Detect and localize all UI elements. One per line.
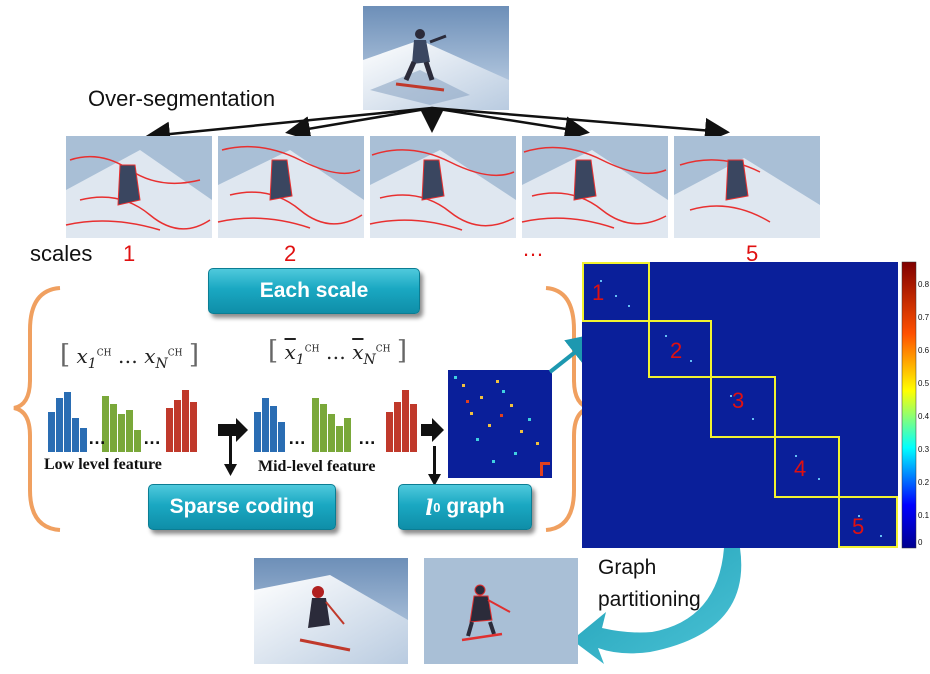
xhat-last-sub: N <box>363 352 376 368</box>
small-graph-matrix <box>448 370 552 478</box>
process-arrows <box>218 418 444 486</box>
l0-subscript: 0 <box>433 499 441 515</box>
mid-level-feature-label: Mid-level feature <box>258 458 376 475</box>
segmentation-scale-1 <box>65 136 212 238</box>
result-photo <box>254 558 408 664</box>
low-level-histograms <box>48 390 197 452</box>
colorbar-tick: 0.6 <box>918 346 930 355</box>
sparse-coding-label: Sparse coding <box>169 495 315 518</box>
colorbar-tick: 0.8 <box>918 280 930 289</box>
graph-word: graph <box>446 495 505 518</box>
xhat-first: x <box>284 340 296 364</box>
low-level-dots-1: … <box>88 428 106 448</box>
segmentation-scale-2 <box>217 136 364 238</box>
mid-level-histograms <box>254 390 417 452</box>
scale-number-ellipsis: … <box>522 236 544 261</box>
x-last: x <box>144 344 156 368</box>
xhat-last: x <box>352 340 364 364</box>
segmented-thumbnails <box>65 136 820 238</box>
block-label-1: 1 <box>592 280 605 305</box>
mid-level-dots-1: … <box>288 428 306 448</box>
segmentation-result <box>424 558 578 664</box>
segmentation-scale-4 <box>521 136 668 238</box>
left-brace <box>13 286 61 532</box>
block-label-3: 3 <box>732 388 745 413</box>
x-last-sup: CH <box>167 348 183 359</box>
low-level-dots-2: … <box>143 428 161 448</box>
scales-label: scales <box>30 241 93 266</box>
low-level-vector: [ x1CH … xNCH ] <box>60 340 199 372</box>
colorbar-tick: 0.2 <box>918 478 930 487</box>
block-label-4: 4 <box>794 456 807 481</box>
colorbar-tick: 0.5 <box>918 379 930 388</box>
xhat-first-sub: 1 <box>295 352 305 368</box>
x-ellipsis: … <box>117 344 138 368</box>
xhat-first-sup: CH <box>304 344 320 355</box>
x-first: x <box>76 344 88 368</box>
block-label-2: 2 <box>670 338 683 363</box>
mid-level-dots-2: … <box>358 428 376 448</box>
colorbar-tick: 0.7 <box>918 313 930 322</box>
sparse-coding-button: Sparse coding <box>148 484 336 530</box>
l0-symbol: l <box>425 494 434 520</box>
scale-number-1: 1 <box>123 241 136 266</box>
segmentation-scale-5 <box>674 136 820 238</box>
affinity-matrix <box>582 262 898 548</box>
low-level-feature-label: Low level feature <box>44 456 162 473</box>
colorbar-tick: 0.1 <box>918 511 930 520</box>
colorbar-tick: 0.3 <box>918 445 930 454</box>
block-label-5: 5 <box>852 514 865 539</box>
scale-number-2: 2 <box>284 241 297 266</box>
colorbar <box>901 261 917 549</box>
each-scale-button: Each scale <box>208 268 420 314</box>
colorbar-tick: 0.4 <box>918 412 930 421</box>
xhat-ellipsis: … <box>325 340 346 364</box>
mid-level-vector: [ x1CH … xNCH ] <box>268 336 407 368</box>
segmentation-scale-3 <box>369 136 516 238</box>
xhat-last-sup: CH <box>375 344 391 355</box>
x-last-sub: N <box>155 356 168 372</box>
over-segmentation-label: Over-segmentation <box>88 86 276 111</box>
graph-partitioning-label: Graph partitioning <box>598 556 701 611</box>
over-segmentation-arrows <box>145 106 730 147</box>
x-first-sup: CH <box>96 348 112 359</box>
partitioning-arrow <box>572 548 742 664</box>
x-first-sub: 1 <box>87 356 97 372</box>
scale-number-5: 5 <box>746 241 759 266</box>
colorbar-tick: 0 <box>918 538 923 547</box>
source-photo <box>363 6 509 110</box>
